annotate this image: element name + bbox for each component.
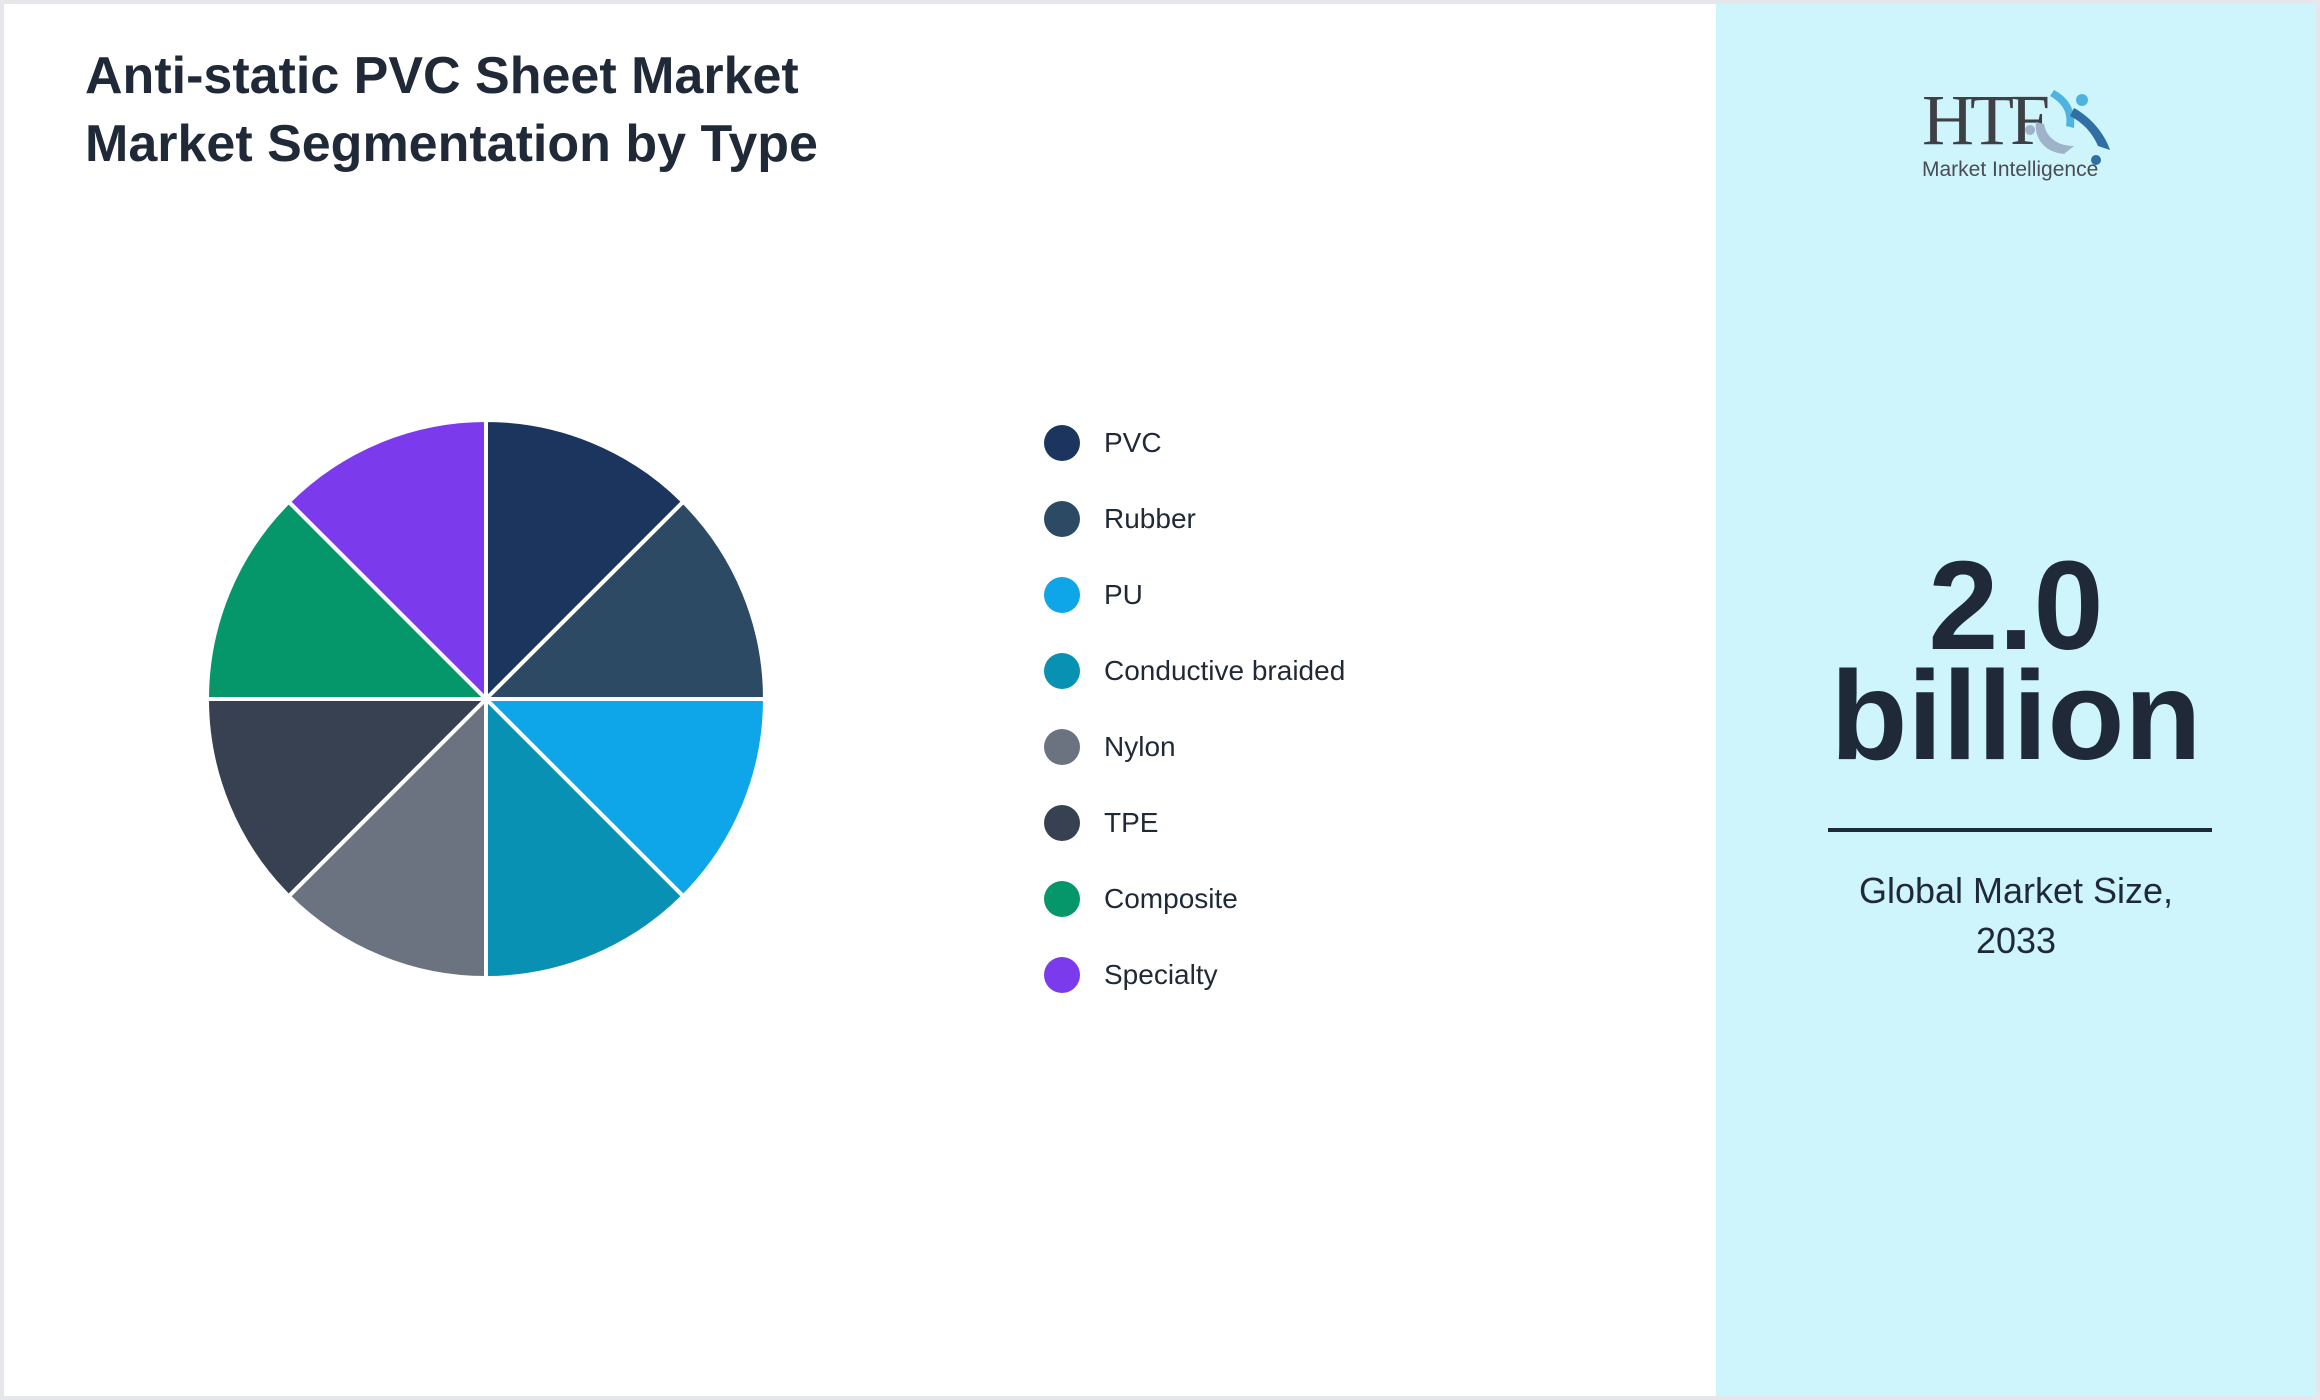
caption-line-2: 2033 bbox=[1975, 920, 2057, 961]
pie-slice-pvc bbox=[484, 417, 687, 704]
legend-dot-icon bbox=[1044, 653, 1080, 689]
market-size-unit: billion bbox=[1830, 645, 2202, 786]
market-size-value: 2.0 bbox=[1928, 535, 2104, 676]
logo-people-icon bbox=[2025, 90, 2110, 165]
pie-slices bbox=[204, 417, 768, 981]
legend-dot-icon bbox=[1044, 729, 1080, 765]
legend-item-nylon: Nylon bbox=[1044, 709, 1345, 785]
legend-label: Composite bbox=[1104, 883, 1238, 914]
pie-chart bbox=[204, 417, 768, 981]
legend-label: PVC bbox=[1104, 427, 1162, 458]
legend-dot-icon bbox=[1044, 577, 1080, 613]
pie-slice-specialty bbox=[285, 417, 488, 704]
caption-line-1: Global Market Size, bbox=[1858, 870, 2174, 911]
market-size-panel: HTF Market Intelligence 2.0 billion Glob… bbox=[1716, 4, 2316, 1396]
legend-item-tpe: TPE bbox=[1044, 785, 1345, 861]
pie-slice-tpe bbox=[204, 697, 491, 900]
legend-item-pvc: PVC bbox=[1044, 405, 1345, 481]
page-title: Anti-static PVC Sheet Market Market Segm… bbox=[85, 42, 818, 178]
legend-item-specialty: Specialty bbox=[1044, 937, 1345, 1013]
divider bbox=[1828, 828, 2212, 832]
pie-slice-nylon bbox=[285, 694, 488, 981]
legend-dot-icon bbox=[1044, 805, 1080, 841]
legend-item-pu: PU bbox=[1044, 557, 1345, 633]
legend-item-conductive-braided: Conductive braided bbox=[1044, 633, 1345, 709]
htf-logo: HTF Market Intelligence bbox=[1922, 80, 2122, 190]
legend-dot-icon bbox=[1044, 957, 1080, 993]
logo-tagline: Market Intelligence bbox=[1922, 158, 2099, 181]
legend-dot-icon bbox=[1044, 425, 1080, 461]
legend-label: TPE bbox=[1104, 807, 1159, 838]
title-line-1: Anti-static PVC Sheet Market bbox=[85, 47, 799, 105]
pie-slice-conductive-braided bbox=[484, 694, 687, 981]
legend-label: Specialty bbox=[1104, 959, 1218, 990]
market-size-caption: Global Market Size, 2033 bbox=[1716, 866, 2316, 966]
pie-slice-rubber bbox=[481, 498, 768, 701]
legend-item-composite: Composite bbox=[1044, 861, 1345, 937]
legend-dot-icon bbox=[1044, 881, 1080, 917]
legend-label: Conductive braided bbox=[1104, 655, 1346, 686]
pie-slice-pu bbox=[481, 697, 768, 900]
logo-wordmark: HTF bbox=[1922, 80, 2050, 160]
title-line-2: Market Segmentation by Type bbox=[85, 115, 818, 173]
chart-legend: PVC Rubber PU Conductive braided Nylon T… bbox=[1044, 405, 1345, 1013]
legend-dot-icon bbox=[1044, 501, 1080, 537]
legend-label: Nylon bbox=[1104, 731, 1176, 762]
page-canvas: Anti-static PVC Sheet Market Market Segm… bbox=[4, 4, 2316, 1396]
legend-label: PU bbox=[1104, 579, 1143, 610]
legend-label: Rubber bbox=[1104, 503, 1196, 534]
pie-slice-composite bbox=[204, 498, 491, 701]
legend-item-rubber: Rubber bbox=[1044, 481, 1345, 557]
